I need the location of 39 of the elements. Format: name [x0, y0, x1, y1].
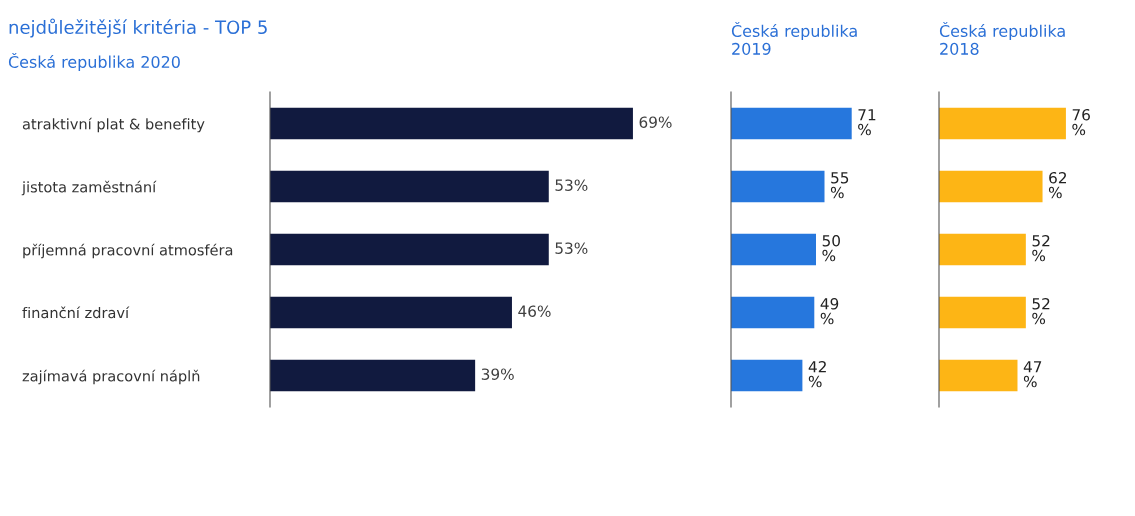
data-label: 46% [518, 305, 551, 317]
bar [731, 107, 852, 140]
data-label: 52 % [1032, 234, 1050, 262]
data-label: 39% [481, 368, 514, 380]
data-label: 42 % [808, 360, 826, 388]
bar [731, 170, 825, 203]
chart-title: Česká republika 2019 [731, 22, 857, 55]
data-label: 49 % [820, 297, 839, 325]
bar [731, 296, 815, 329]
y-tick-label: zajímavá pracovní náplň [22, 369, 200, 385]
y-tick-label: příjemná pracovní atmosféra [23, 243, 233, 259]
data-label: 50 % [822, 234, 840, 262]
bar [270, 296, 512, 329]
bar [939, 170, 1043, 203]
data-label: 53% [555, 179, 588, 191]
data-label: 71 % [858, 109, 876, 136]
bar [731, 233, 816, 266]
bar [939, 233, 1026, 266]
y-tick-label: atraktivní plat & benefity [22, 117, 205, 133]
text: Česká republika 2020 [8, 52, 180, 72]
bar [270, 170, 549, 203]
chart-title: Česká republika 2018 [939, 22, 1065, 55]
bar [270, 359, 476, 392]
bar [939, 359, 1018, 392]
data-label: 76 % [1072, 108, 1090, 136]
y-tick-label: finanční zdraví [22, 306, 130, 319]
data-label: 69% [639, 116, 672, 128]
chart-title: nejdůležitější kritéria - TOP 5 [9, 18, 267, 38]
data-label: 53% [555, 242, 588, 254]
data-label: 52 % [1032, 297, 1050, 325]
data-label: 47 % [1023, 361, 1042, 388]
bar [270, 107, 633, 140]
bar [939, 296, 1026, 329]
bar [939, 107, 1066, 140]
bar [270, 233, 549, 266]
bar [731, 359, 803, 392]
y-tick-label: jistota zaměstnání [21, 180, 157, 196]
data-label: 62 % [1048, 171, 1067, 199]
data-label: 55 % [830, 172, 849, 199]
